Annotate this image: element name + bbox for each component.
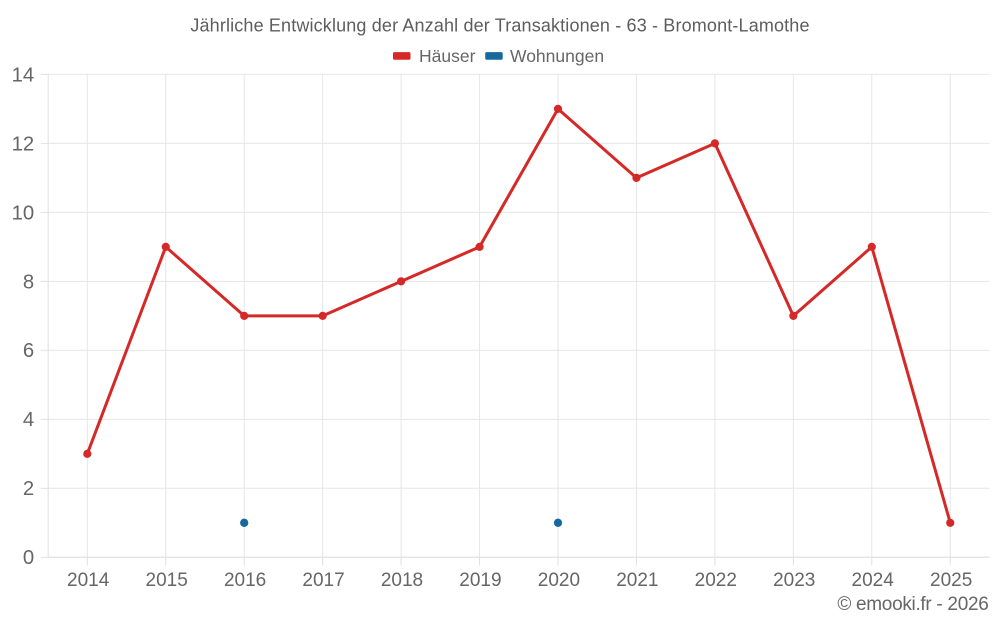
svg-text:12: 12 — [12, 133, 35, 155]
svg-text:2022: 2022 — [695, 570, 737, 591]
svg-text:Jährliche Entwicklung der Anza: Jährliche Entwicklung der Anzahl der Tra… — [190, 15, 809, 35]
svg-text:2024: 2024 — [852, 570, 895, 591]
svg-text:2019: 2019 — [459, 570, 501, 591]
svg-text:Wohnungen: Wohnungen — [510, 46, 604, 66]
svg-text:10: 10 — [12, 202, 35, 224]
svg-text:2025: 2025 — [930, 570, 972, 591]
svg-text:4: 4 — [23, 409, 34, 431]
svg-text:2018: 2018 — [381, 570, 423, 591]
svg-text:© emooki.fr - 2026: © emooki.fr - 2026 — [837, 594, 988, 615]
svg-text:6: 6 — [23, 340, 34, 362]
svg-text:0: 0 — [23, 547, 34, 569]
svg-text:8: 8 — [23, 271, 34, 293]
svg-text:Häuser: Häuser — [419, 46, 476, 66]
svg-text:2014: 2014 — [67, 570, 110, 591]
svg-text:2: 2 — [23, 478, 34, 500]
svg-text:2021: 2021 — [616, 570, 658, 591]
svg-text:2016: 2016 — [224, 570, 266, 591]
svg-text:2020: 2020 — [538, 570, 580, 591]
svg-text:2015: 2015 — [146, 570, 188, 591]
svg-text:2023: 2023 — [773, 570, 815, 591]
svg-text:2017: 2017 — [302, 570, 344, 591]
svg-text:14: 14 — [12, 64, 35, 86]
